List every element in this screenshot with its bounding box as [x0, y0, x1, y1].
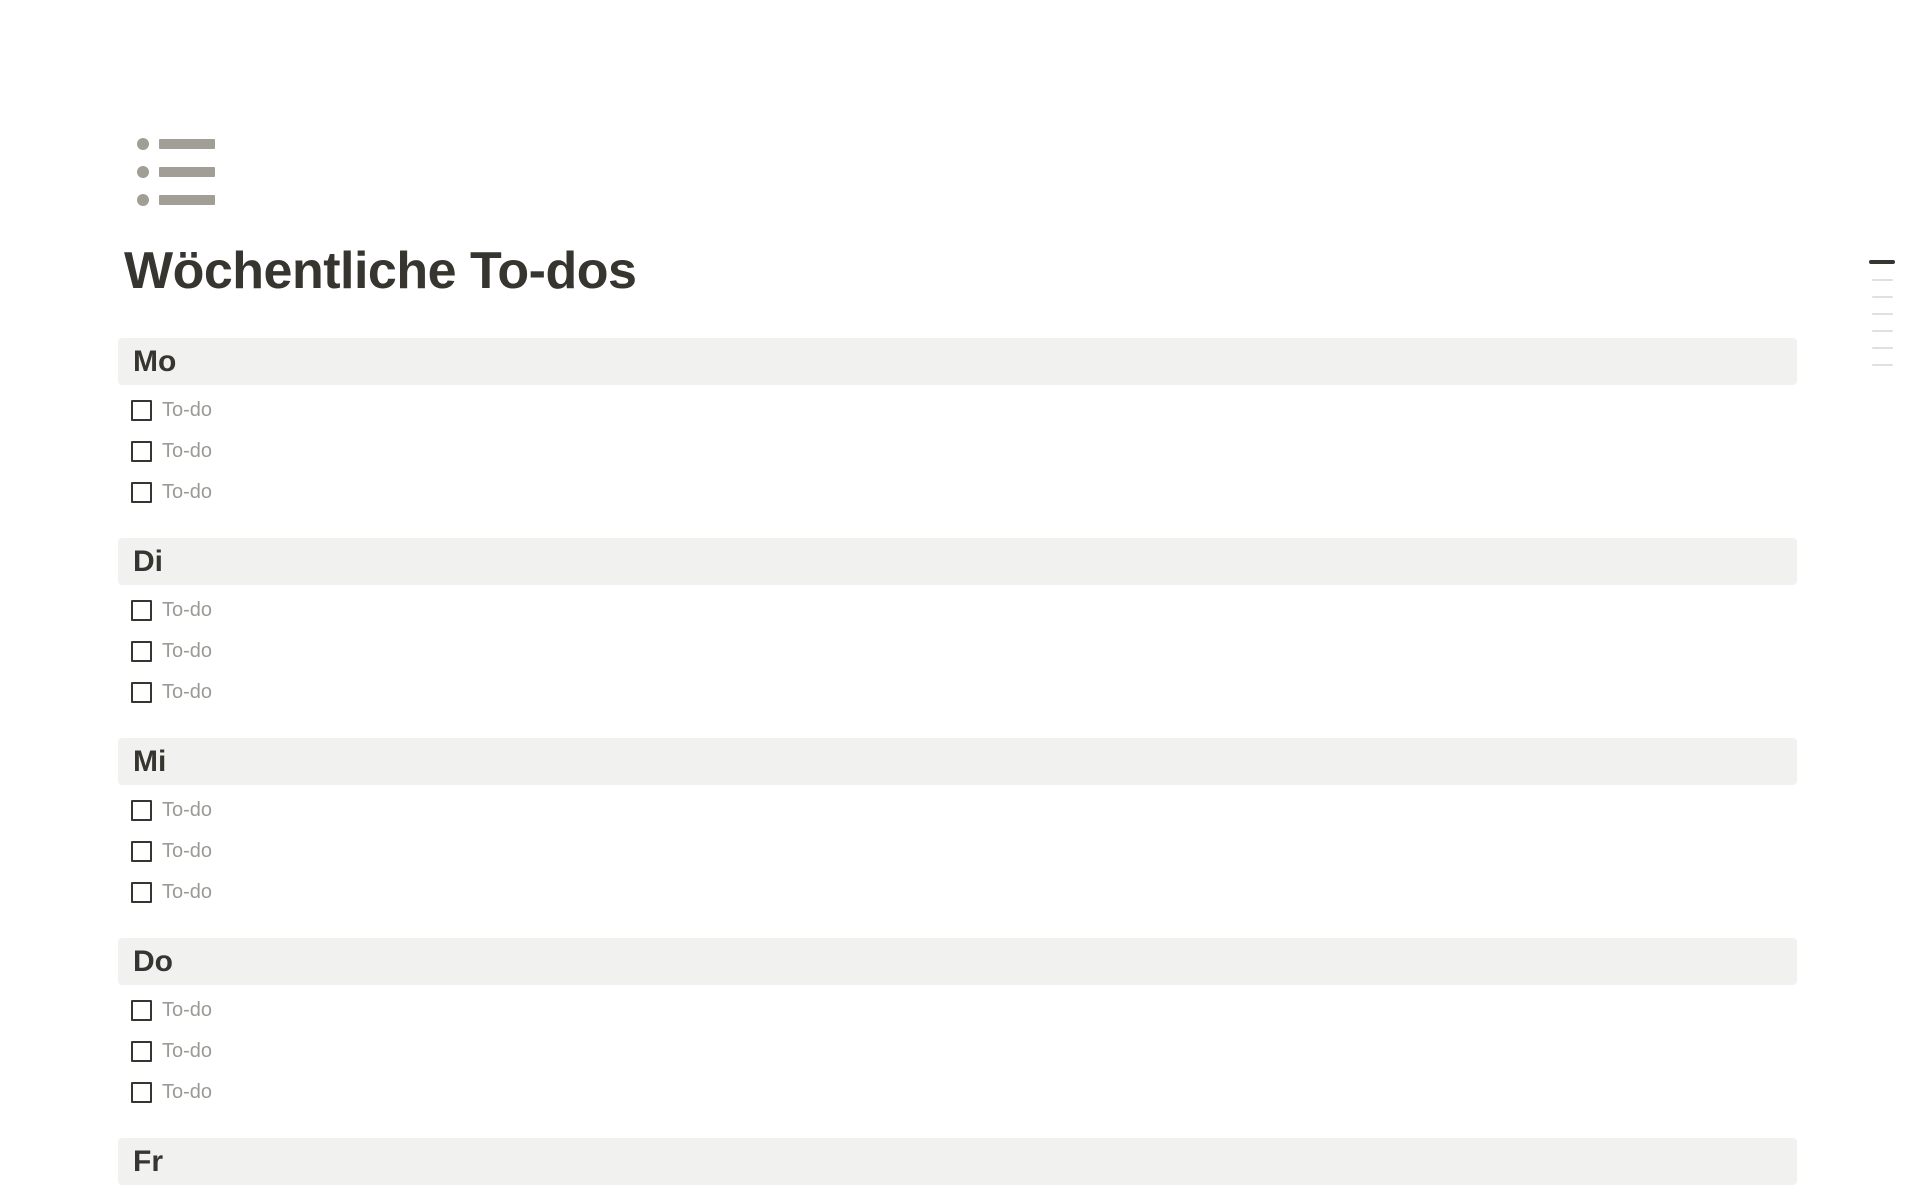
todo-item[interactable]: To-do [118, 631, 1797, 672]
todo-checkbox[interactable] [131, 882, 152, 904]
todo-label[interactable]: To-do [162, 640, 213, 663]
todo-item[interactable]: To-do [118, 672, 1797, 713]
todo-list: To-do To-do To-do [118, 390, 1797, 513]
day-heading[interactable]: Mo [118, 338, 1797, 386]
todo-label[interactable]: To-do [162, 481, 213, 504]
bulleted-list-icon-row [137, 166, 217, 178]
todo-item[interactable]: To-do [118, 590, 1797, 631]
bullet-bar-icon [159, 195, 215, 205]
todo-checkbox[interactable] [131, 482, 152, 504]
bullet-dot-icon [137, 138, 149, 150]
page-content: Wöchentliche To-dos Mo To-do To-do To-do… [118, 0, 1797, 1199]
outline-item[interactable] [1871, 313, 1893, 315]
day-section: Mo To-do To-do To-do [118, 338, 1797, 513]
bulleted-list-icon[interactable] [137, 138, 217, 206]
todo-checkbox[interactable] [131, 800, 152, 822]
day-heading-label: Mi [133, 744, 167, 778]
todo-checkbox[interactable] [131, 400, 152, 422]
todo-checkbox[interactable] [131, 1082, 152, 1104]
outline-item[interactable] [1871, 279, 1893, 281]
todo-label[interactable]: To-do [162, 881, 213, 904]
todo-list: To-do To-do To-do [118, 790, 1797, 913]
bullet-bar-icon [159, 167, 215, 177]
todo-label[interactable]: To-do [162, 681, 213, 704]
day-heading[interactable]: Di [118, 538, 1797, 586]
day-heading-label: Mo [133, 344, 177, 378]
todo-item[interactable]: To-do [118, 990, 1797, 1031]
todo-item[interactable]: To-do [118, 872, 1797, 913]
todo-item[interactable]: To-do [118, 390, 1797, 431]
bullet-bar-icon [159, 139, 215, 149]
todo-checkbox[interactable] [131, 841, 152, 863]
todo-item[interactable]: To-do [118, 431, 1797, 472]
sections: Mo To-do To-do To-do Di To-do To-do To-d… [118, 338, 1797, 1186]
outline-item[interactable] [1871, 347, 1893, 349]
day-heading-label: Fr [133, 1144, 163, 1178]
bullet-dot-icon [137, 166, 149, 178]
todo-checkbox[interactable] [131, 441, 152, 463]
day-section: Do To-do To-do To-do [118, 938, 1797, 1113]
todo-label[interactable]: To-do [162, 999, 213, 1022]
todo-item[interactable]: To-do [118, 1031, 1797, 1072]
day-section: Fr [118, 1138, 1797, 1186]
day-section: Di To-do To-do To-do [118, 538, 1797, 713]
outline-item-active[interactable] [1869, 260, 1895, 264]
day-heading-label: Di [133, 544, 163, 578]
outline-item[interactable] [1871, 330, 1893, 332]
day-heading[interactable]: Fr [118, 1138, 1797, 1186]
todo-checkbox[interactable] [131, 641, 152, 663]
todo-label[interactable]: To-do [162, 1040, 213, 1063]
todo-checkbox[interactable] [131, 1000, 152, 1022]
day-heading[interactable]: Mi [118, 738, 1797, 786]
bulleted-list-icon-row [137, 138, 217, 150]
todo-label[interactable]: To-do [162, 599, 213, 622]
todo-item[interactable]: To-do [118, 472, 1797, 513]
todo-checkbox[interactable] [131, 600, 152, 622]
todo-item[interactable]: To-do [118, 1072, 1797, 1113]
bulleted-list-icon-row [137, 194, 217, 206]
day-heading[interactable]: Do [118, 938, 1797, 986]
bullet-dot-icon [137, 194, 149, 206]
outline-item[interactable] [1871, 296, 1893, 298]
todo-checkbox[interactable] [131, 682, 152, 704]
todo-list: To-do To-do To-do [118, 990, 1797, 1113]
outline-item[interactable] [1871, 364, 1893, 366]
todo-list: To-do To-do To-do [118, 590, 1797, 713]
todo-checkbox[interactable] [131, 1041, 152, 1063]
page-title[interactable]: Wöchentliche To-dos [124, 242, 637, 300]
todo-label[interactable]: To-do [162, 440, 213, 463]
day-heading-label: Do [133, 944, 173, 978]
todo-label[interactable]: To-do [162, 799, 213, 822]
todo-item[interactable]: To-do [118, 831, 1797, 872]
outline [1869, 260, 1895, 366]
todo-label[interactable]: To-do [162, 840, 213, 863]
todo-label[interactable]: To-do [162, 399, 213, 422]
todo-label[interactable]: To-do [162, 1081, 213, 1104]
todo-item[interactable]: To-do [118, 790, 1797, 831]
day-section: Mi To-do To-do To-do [118, 738, 1797, 913]
